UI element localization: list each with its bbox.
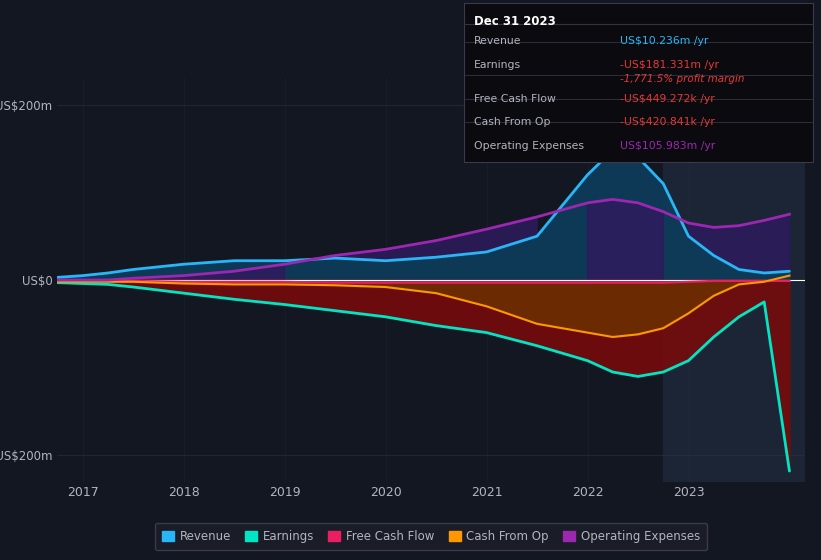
- Text: -1,771.5% profit margin: -1,771.5% profit margin: [620, 74, 745, 85]
- Text: US$105.983m /yr: US$105.983m /yr: [620, 141, 715, 151]
- Text: US$10.236m /yr: US$10.236m /yr: [620, 36, 709, 46]
- Bar: [663, 78, 810, 482]
- Text: Dec 31 2023: Dec 31 2023: [474, 15, 556, 28]
- Text: Earnings: Earnings: [474, 60, 521, 70]
- Text: -US$449.272k /yr: -US$449.272k /yr: [620, 94, 714, 104]
- Legend: Revenue, Earnings, Free Cash Flow, Cash From Op, Operating Expenses: Revenue, Earnings, Free Cash Flow, Cash …: [155, 523, 707, 550]
- Text: -US$420.841k /yr: -US$420.841k /yr: [620, 117, 715, 127]
- Text: -US$181.331m /yr: -US$181.331m /yr: [620, 60, 719, 70]
- Text: Revenue: Revenue: [474, 36, 521, 46]
- Text: Operating Expenses: Operating Expenses: [474, 141, 584, 151]
- Text: Cash From Op: Cash From Op: [474, 117, 550, 127]
- Text: Free Cash Flow: Free Cash Flow: [474, 94, 556, 104]
